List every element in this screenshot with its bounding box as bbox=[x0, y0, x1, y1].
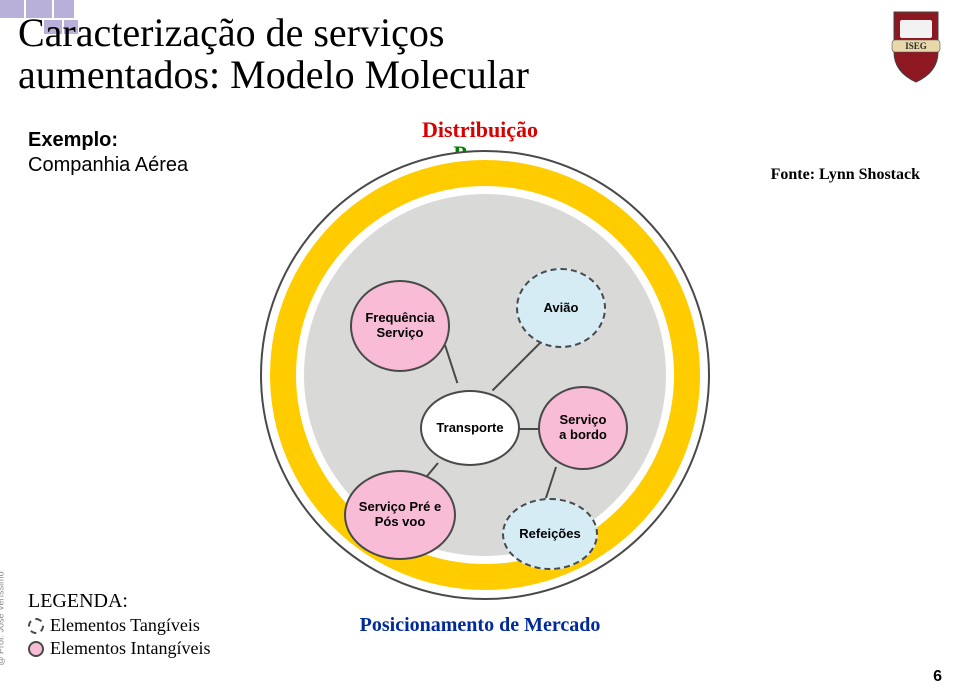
positioning-label: Posicionamento de Mercado bbox=[0, 614, 960, 637]
label-distribution: Distribuição bbox=[0, 118, 960, 142]
iseg-logo: ISEG bbox=[888, 6, 944, 86]
node-frequencia-servico: FrequênciaServiço bbox=[350, 280, 450, 372]
legend-icon-intangible bbox=[28, 641, 44, 657]
node-servico-pre-pos-voo: Serviço Pré ePós voo bbox=[344, 470, 456, 560]
title-line1: Caracterização de serviços bbox=[18, 10, 444, 55]
legend-row-intangible: Elementos Intangíveis bbox=[28, 638, 210, 659]
legend-label-intangible: Elementos Intangíveis bbox=[50, 638, 210, 659]
node-servico-a-bordo: Serviçoa bordo bbox=[538, 386, 628, 470]
node-transporte: Transporte bbox=[420, 390, 520, 466]
node-aviao: Avião bbox=[516, 268, 606, 348]
node-refeicoes: Refeições bbox=[502, 498, 598, 570]
molecular-diagram: FrequênciaServiço Avião Transporte Servi… bbox=[260, 150, 710, 600]
legend-heading: LEGENDA: bbox=[28, 590, 210, 613]
source-citation: Fonte: Lynn Shostack bbox=[771, 166, 920, 184]
title-line2: aumentados: Modelo Molecular bbox=[18, 52, 529, 97]
svg-text:ISEG: ISEG bbox=[905, 41, 927, 51]
footer-side-label: Marketing de Serviços@ Prof. José Veríss… bbox=[0, 572, 6, 666]
page-number: 6 bbox=[933, 668, 942, 686]
slide-title: Caracterização de serviços aumentados: M… bbox=[18, 12, 850, 96]
